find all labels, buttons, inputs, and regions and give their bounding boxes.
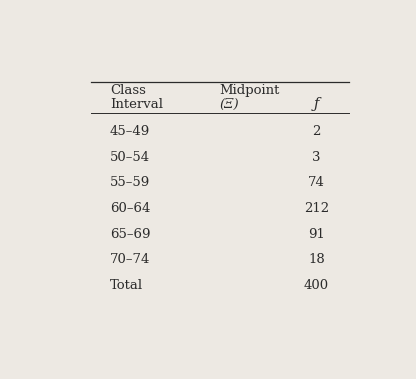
- Text: 212: 212: [304, 202, 329, 215]
- Text: ƒ: ƒ: [314, 97, 319, 111]
- Text: Class: Class: [110, 84, 146, 97]
- Text: Total: Total: [110, 279, 143, 292]
- Text: 91: 91: [308, 228, 325, 241]
- Text: 2: 2: [312, 125, 321, 138]
- Text: 3: 3: [312, 151, 321, 164]
- Text: 400: 400: [304, 279, 329, 292]
- Text: 65–69: 65–69: [110, 228, 151, 241]
- Text: 45–49: 45–49: [110, 125, 150, 138]
- Text: 18: 18: [308, 254, 325, 266]
- Text: Interval: Interval: [110, 98, 163, 111]
- Text: 70–74: 70–74: [110, 254, 151, 266]
- Text: (Ξ): (Ξ): [220, 98, 239, 111]
- Text: 60–64: 60–64: [110, 202, 151, 215]
- Text: 55–59: 55–59: [110, 177, 150, 190]
- Text: 74: 74: [308, 177, 325, 190]
- Text: 50–54: 50–54: [110, 151, 150, 164]
- Text: Midpoint: Midpoint: [220, 84, 280, 97]
